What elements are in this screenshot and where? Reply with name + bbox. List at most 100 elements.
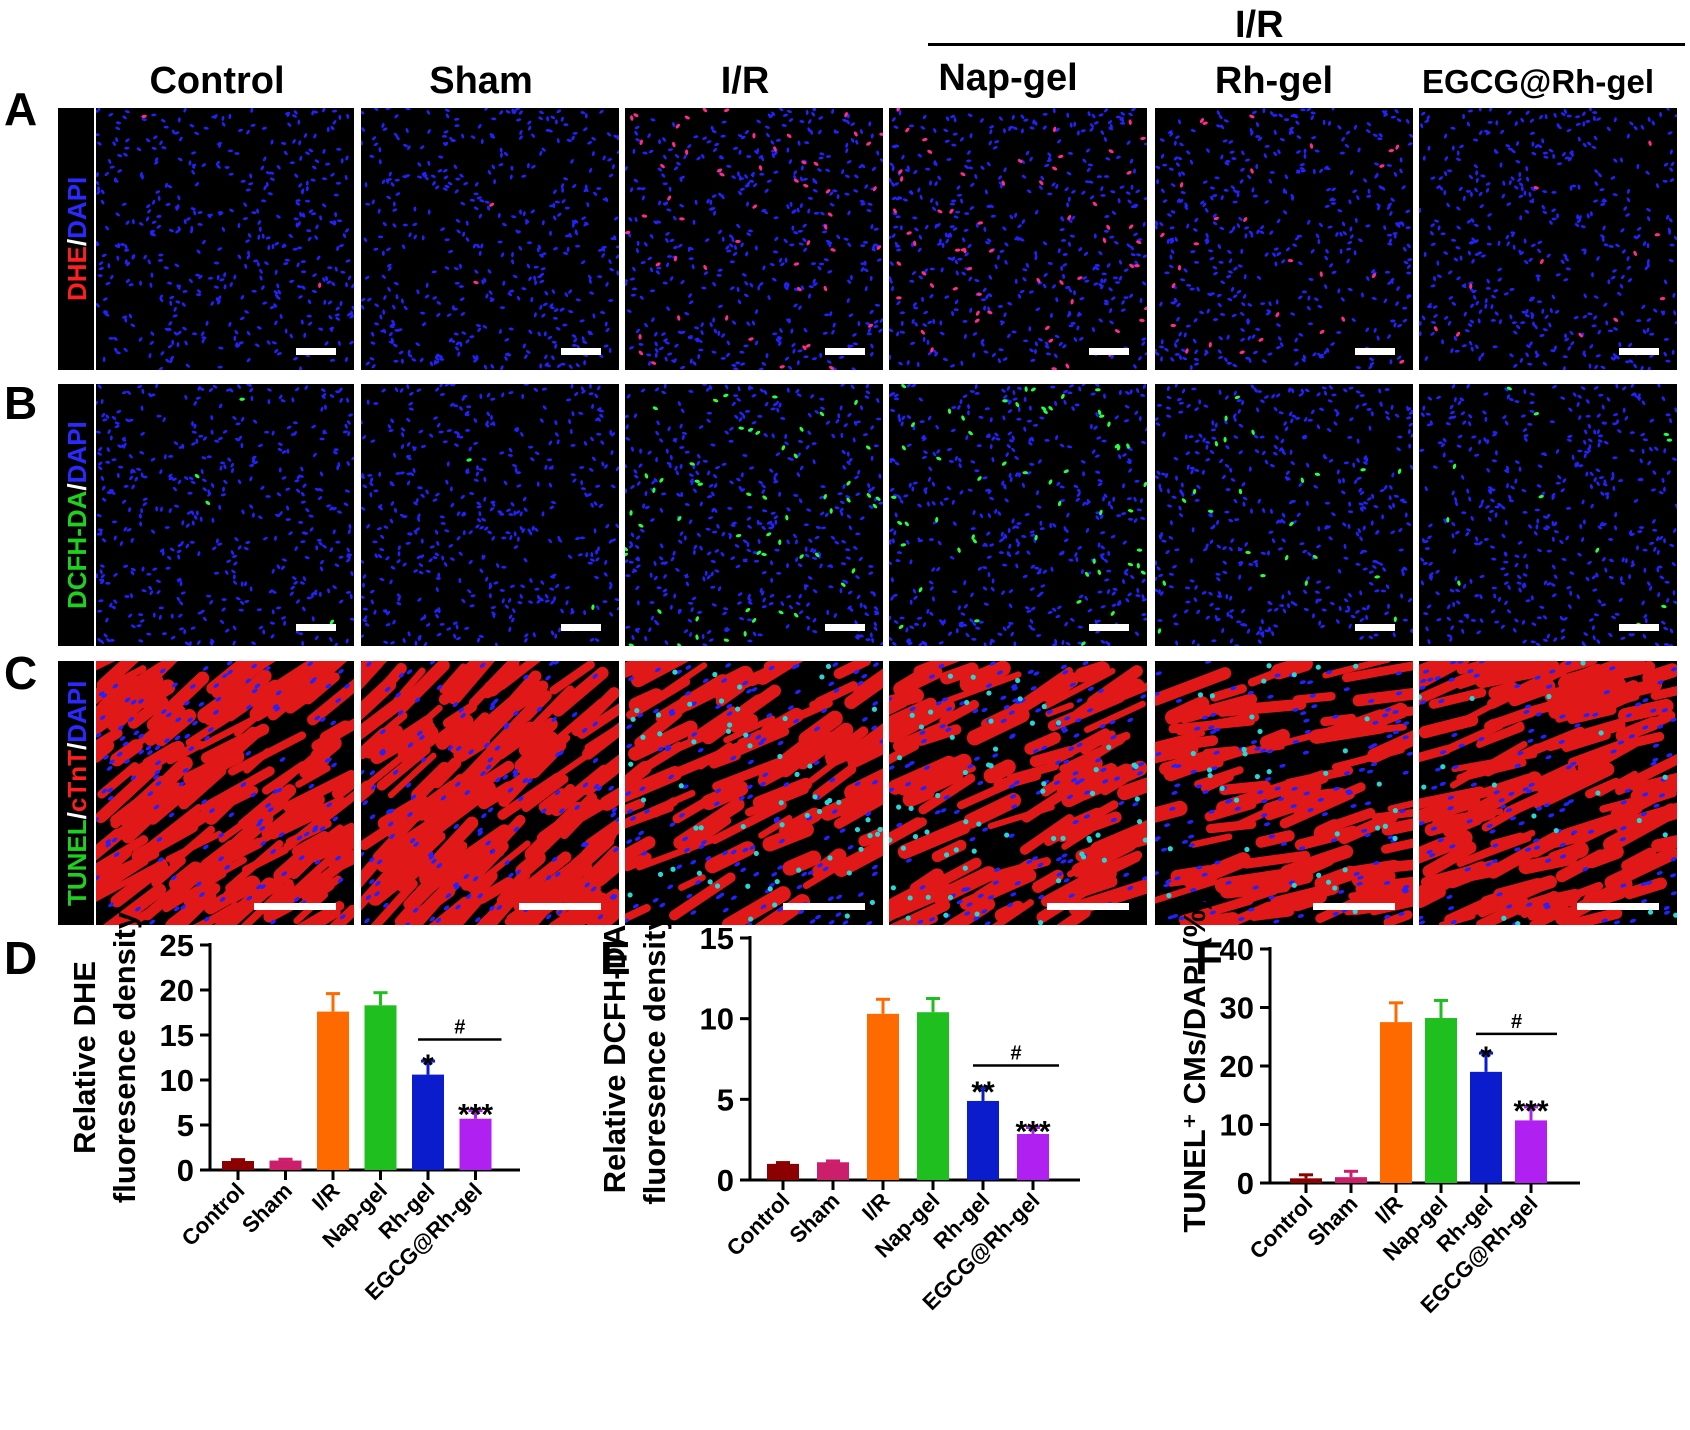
bar-control: [1290, 1178, 1322, 1183]
micrograph-a-egcg-rh-gel: [1419, 108, 1677, 370]
x-tick-label: I/R: [307, 1178, 345, 1216]
panel-letter-e: E: [600, 932, 631, 984]
x-tick-label: Control: [722, 1188, 795, 1261]
bar-i-r: [867, 1013, 899, 1180]
row-label-part: TUNEL: [62, 818, 92, 906]
micrograph-b-control: [96, 384, 354, 646]
chart-d-dhe: 0 5 10 15 20 25 Relative DHE fluoresence densit…: [67, 911, 520, 1305]
bar-nap-gel: [1425, 1018, 1457, 1183]
bar-rh-gel: [967, 1100, 999, 1180]
micrograph-a-rh-gel: [1155, 108, 1413, 370]
significance-stars: ***: [1015, 1116, 1050, 1149]
significance-stars: **: [971, 1076, 995, 1109]
column-label-control: Control: [149, 60, 285, 102]
scale-bar: [1355, 624, 1395, 631]
y-tick-label: 30: [1220, 991, 1254, 1026]
y-tick-label: 15: [700, 921, 734, 956]
column-label-rh-gel: Rh-gel: [1214, 60, 1334, 102]
y-tick-label: 0: [1237, 1166, 1254, 1201]
scale-bar: [1355, 348, 1395, 355]
row-label-dcfh-da-dapi: DCFH-DA/DAPI: [62, 421, 93, 609]
row-label-part: cTnT: [62, 749, 92, 812]
scale-bar: [825, 624, 865, 631]
x-tick-label: I/R: [857, 1188, 895, 1226]
micrograph-c-rh-gel: [1155, 661, 1413, 925]
y-tick-label: 0: [717, 1163, 734, 1198]
bar-control: [767, 1163, 799, 1180]
scale-bar: [1089, 624, 1129, 631]
row-label-part: DAPI: [62, 421, 92, 484]
micrograph-b-rh-gel: [1155, 384, 1413, 646]
scale-bar: [1047, 903, 1129, 910]
y-tick-label: 10: [1220, 1108, 1254, 1143]
micrograph-c-egcg-rh-gel: [1419, 661, 1677, 925]
row-label-strip-a: DHE/DAPI: [58, 108, 94, 370]
x-tick-label: Sham: [1302, 1191, 1362, 1251]
significance-stars: ***: [1513, 1095, 1548, 1128]
row-label-part: /: [62, 238, 92, 247]
micrograph-a-control: [96, 108, 354, 370]
row-label-part: DHE: [62, 246, 92, 301]
significance-stars: ***: [458, 1099, 493, 1132]
bar-i-r: [1380, 1022, 1412, 1183]
micrograph-b-nap-gel: [889, 384, 1147, 646]
y-tick-label: 0: [177, 1153, 194, 1188]
column-label-ir: I/R: [720, 60, 770, 102]
bar-control: [222, 1161, 254, 1170]
micrograph-a-ir: [625, 108, 883, 370]
y-tick-label: 10: [160, 1063, 194, 1098]
bar-i-r: [317, 1011, 349, 1170]
y-axis-label: Relative DHE: [67, 961, 102, 1154]
y-axis-label: TUNEL⁺ CMs/DAPI (%): [1177, 899, 1212, 1232]
row-label-part: DAPI: [62, 680, 92, 743]
x-tick-label: Control: [177, 1178, 250, 1251]
comparison-mark: #: [1010, 1042, 1021, 1064]
scale-bar: [296, 348, 336, 355]
row-label-part: DCFH-DA: [62, 490, 92, 609]
significance-stars: *: [422, 1049, 434, 1082]
row-label-part: /: [62, 742, 92, 750]
row-label-part: /: [62, 483, 92, 491]
scale-bar: [254, 903, 336, 910]
column-label-egcg-rh-gel: EGCG@Rh-gel: [1421, 63, 1654, 100]
micrograph-b-sham: [361, 384, 619, 646]
micrograph-b-egcg-rh-gel: [1419, 384, 1677, 646]
scale-bar: [296, 624, 336, 631]
scale-bar: [825, 348, 865, 355]
column-label-nap-gel: Nap-gel: [938, 57, 1078, 99]
bar-egcg-rh-gel: [1017, 1134, 1049, 1180]
x-tick-label: Sham: [237, 1178, 297, 1238]
x-tick-label: Control: [1245, 1191, 1318, 1264]
micrograph-a-sham: [361, 108, 619, 370]
y-tick-label: 20: [160, 973, 194, 1008]
scale-bar: [783, 903, 865, 910]
y-tick-label: 20: [1220, 1049, 1254, 1084]
scale-bar: [1619, 624, 1659, 631]
panel-letter-a: A: [4, 83, 38, 135]
scale-bar: [1313, 903, 1395, 910]
comparison-mark: #: [1511, 1011, 1522, 1033]
scale-bar: [1089, 348, 1129, 355]
y-tick-label: 5: [177, 1108, 194, 1143]
scale-bar: [1577, 903, 1659, 910]
panel-letter-f: F: [1195, 932, 1224, 984]
y-axis-label: Relative DCFH-DA: [597, 925, 632, 1194]
panel-letter-b: B: [4, 377, 38, 429]
bar-sham: [269, 1160, 302, 1170]
scale-bar: [519, 903, 601, 910]
y-tick-label: 5: [717, 1082, 734, 1117]
panel-letter-d: D: [4, 932, 38, 984]
y-tick-label: 10: [700, 1002, 734, 1037]
row-label-strip-c: TUNEL/cTnT/DAPI: [58, 661, 94, 925]
row-label-part: /: [62, 811, 92, 819]
y-tick-label: 25: [160, 928, 194, 963]
ir-group-header: I/R: [1235, 4, 1284, 46]
row-label-strip-b: DCFH-DA/DAPI: [58, 384, 94, 646]
panel-letter-c: C: [4, 647, 38, 699]
y-axis-label: fluoresence density: [637, 913, 672, 1205]
bar-nap-gel: [364, 1005, 397, 1170]
significance-stars: *: [1480, 1041, 1492, 1074]
bar-egcg-rh-gel: [459, 1118, 492, 1170]
bar-nap-gel: [917, 1012, 949, 1180]
